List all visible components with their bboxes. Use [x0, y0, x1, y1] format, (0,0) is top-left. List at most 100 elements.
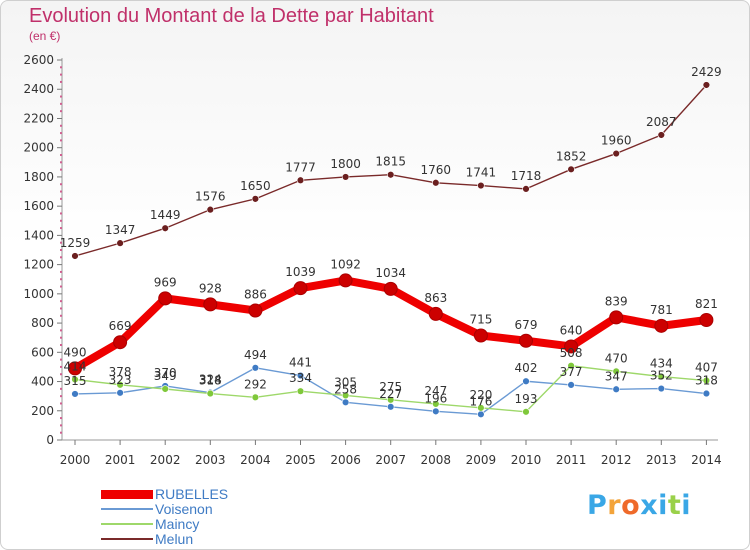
proxiti-logo: Proxiti	[587, 490, 691, 521]
data-point-melun	[387, 171, 395, 179]
y-tick-label: 2600	[23, 53, 54, 67]
data-label-melun: 1777	[285, 160, 316, 174]
legend-swatch	[101, 538, 153, 540]
logo-letter: i	[658, 490, 668, 521]
data-label-melun: 1852	[556, 149, 587, 163]
y-minor-tick	[60, 241, 62, 244]
data-label-voisenon: 377	[560, 365, 583, 379]
data-label-maincy: 305	[334, 375, 357, 389]
data-point-melun	[296, 176, 305, 184]
data-label-rubelles: 679	[515, 318, 538, 332]
data-point-maincy	[341, 391, 350, 400]
data-point-maincy	[567, 362, 575, 370]
y-minor-tick	[60, 424, 62, 427]
legend-swatch	[101, 523, 153, 525]
y-minor-tick	[60, 110, 62, 113]
data-label-voisenon: 323	[109, 373, 132, 387]
data-point-maincy	[522, 408, 530, 416]
y-minor-tick	[60, 139, 62, 142]
y-minor-tick	[60, 256, 62, 259]
data-point-rubelles	[473, 328, 488, 343]
data-label-voisenon: 347	[605, 369, 628, 383]
x-tick-label: 2010	[511, 453, 542, 467]
y-minor-tick	[60, 300, 62, 303]
data-label-rubelles: 969	[154, 275, 177, 289]
logo-letter: x	[640, 490, 659, 521]
data-point-maincy	[432, 400, 440, 408]
data-label-maincy: 220	[469, 388, 492, 402]
x-tick-label: 2005	[285, 453, 316, 467]
data-label-maincy: 247	[424, 384, 447, 398]
data-label-rubelles: 839	[605, 294, 628, 308]
data-point-rubelles	[203, 297, 218, 312]
data-point-maincy	[387, 396, 395, 404]
data-point-voisenon	[71, 390, 79, 398]
y-tick-label: 1600	[23, 199, 54, 213]
x-tick-label: 2006	[330, 453, 361, 467]
data-point-melun	[71, 252, 79, 260]
data-point-rubelles	[158, 291, 173, 306]
data-label-maincy: 407	[695, 361, 718, 375]
data-point-melun	[657, 131, 665, 139]
data-label-maincy: 414	[64, 359, 87, 373]
data-point-melun	[251, 195, 260, 203]
data-point-rubelles	[293, 281, 308, 296]
x-tick-label: 2001	[105, 453, 136, 467]
data-point-voisenon	[612, 385, 620, 393]
data-point-maincy	[71, 375, 79, 384]
y-minor-tick	[60, 183, 62, 186]
data-label-maincy: 508	[560, 346, 583, 360]
data-point-rubelles	[248, 303, 263, 318]
y-minor-tick	[60, 197, 62, 200]
logo-letter: P	[587, 490, 608, 521]
x-tick-label: 2014	[691, 453, 722, 467]
y-minor-tick	[60, 395, 62, 398]
y-tick-label: 1200	[23, 258, 54, 272]
legend-label: Voisenon	[155, 501, 213, 517]
data-point-voisenon	[432, 407, 440, 416]
y-tick-label: 2400	[23, 82, 54, 96]
data-label-voisenon: 227	[379, 387, 402, 401]
data-label-melun: 1800	[330, 157, 361, 171]
data-label-rubelles: 1034	[375, 266, 406, 280]
x-tick-label: 2011	[556, 453, 587, 467]
data-label-rubelles: 781	[650, 303, 673, 317]
data-label-maincy: 318	[199, 374, 222, 388]
y-tick-label: 2200	[23, 111, 54, 125]
x-tick-label: 2004	[240, 453, 271, 467]
data-label-voisenon: 324	[199, 373, 222, 387]
legend-label: RUBELLES	[155, 486, 229, 502]
data-point-voisenon	[702, 389, 711, 398]
data-point-maincy	[477, 404, 485, 412]
data-point-rubelles	[654, 318, 669, 333]
data-point-rubelles	[428, 306, 443, 321]
data-point-maincy	[702, 376, 711, 385]
data-label-maincy: 275	[379, 380, 402, 394]
data-point-melun	[522, 185, 530, 193]
data-label-maincy: 378	[109, 365, 132, 379]
y-minor-tick	[60, 270, 62, 273]
x-tick-label: 2009	[466, 453, 497, 467]
x-tick-label: 2003	[195, 453, 226, 467]
data-point-rubelles	[519, 333, 533, 348]
data-label-voisenon: 318	[695, 374, 718, 388]
data-point-rubelles	[699, 313, 714, 328]
y-tick-label: 600	[31, 345, 54, 359]
y-minor-tick	[60, 314, 62, 317]
y-minor-tick	[60, 336, 62, 339]
data-label-rubelles: 490	[64, 345, 87, 359]
legend-swatch	[101, 490, 153, 499]
data-label-rubelles: 669	[109, 319, 132, 333]
x-tick-label: 2007	[375, 453, 406, 467]
logo-letter: i	[681, 490, 692, 521]
y-minor-tick	[60, 95, 62, 98]
data-label-rubelles: 821	[695, 297, 718, 311]
y-tick-label: 1000	[23, 287, 54, 301]
y-minor-tick	[60, 358, 62, 361]
data-point-melun	[477, 181, 485, 190]
y-minor-tick	[60, 66, 62, 69]
data-label-melun: 1259	[60, 236, 91, 250]
y-minor-tick	[60, 249, 62, 251]
data-label-voisenon: 441	[289, 356, 312, 370]
